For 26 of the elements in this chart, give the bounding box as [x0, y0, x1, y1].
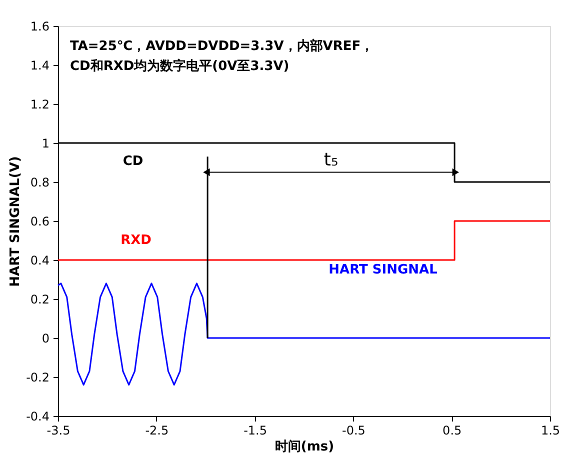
- series-label: RXD: [120, 233, 152, 248]
- annotation: t₅: [324, 149, 338, 170]
- x-tick-label: -0.5: [342, 424, 366, 438]
- y-tick-label: -0.2: [26, 370, 50, 384]
- y-tick-label: 1.6: [30, 20, 50, 34]
- y-tick-label: -0.4: [26, 410, 50, 424]
- y-axis-title: HART SINGNAL(V): [8, 156, 24, 287]
- y-tick-label: 1.4: [30, 58, 50, 72]
- x-axis-title: 时间(ms): [274, 440, 334, 454]
- x-tick-label: 0.5: [442, 424, 462, 438]
- y-tick-label: 0.6: [30, 214, 50, 228]
- x-tick-label: -1.5: [244, 424, 268, 438]
- y-tick-label: 0.4: [30, 254, 50, 268]
- line-series: [57, 282, 551, 386]
- x-tick-label: -3.5: [46, 424, 70, 438]
- annotation: CD和RXD均为数字电平(0V至3.3V): [70, 58, 290, 74]
- y-tick-label: 1: [42, 136, 50, 150]
- y-tick-label: 1.2: [30, 98, 50, 112]
- y-tick-label: 0.2: [30, 292, 50, 306]
- y-tick-label: 0.8: [30, 176, 50, 190]
- annotation: TA=25℃，AVDD=DVDD=3.3V，内部VREF，: [70, 38, 374, 54]
- series-label: CD: [122, 154, 144, 169]
- x-tick-label: 1.5: [540, 424, 560, 438]
- y-tick-label: 0: [42, 332, 50, 346]
- x-tick-label: -2.5: [145, 424, 169, 438]
- text: HART SINGNAL: [328, 262, 438, 278]
